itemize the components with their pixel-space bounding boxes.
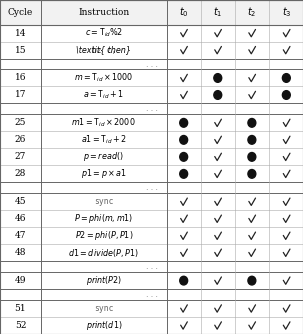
Text: $c = \mathtt{T}_{id}\%2$: $c = \mathtt{T}_{id}\%2$	[85, 27, 123, 39]
Text: $t_2$: $t_2$	[247, 5, 257, 19]
Text: 25: 25	[15, 118, 26, 127]
Text: 45: 45	[15, 197, 26, 206]
Bar	[0, 25, 303, 59]
Circle shape	[214, 73, 222, 82]
Text: $P = phi(m, m1)$: $P = phi(m, m1)$	[74, 212, 133, 225]
Text: Cycle: Cycle	[8, 8, 33, 17]
Text: 47: 47	[15, 231, 26, 240]
Text: 27: 27	[15, 152, 26, 161]
Circle shape	[180, 119, 188, 127]
Text: sync: sync	[94, 304, 114, 313]
Text: $print(P2)$: $print(P2)$	[86, 274, 122, 287]
Text: $d1 = divide(P, P1)$: $d1 = divide(P, P1)$	[68, 247, 139, 259]
Circle shape	[248, 276, 256, 285]
Text: . . .: . . .	[145, 262, 158, 271]
Text: $p1 = p \times a1$: $p1 = p \times a1$	[81, 167, 127, 180]
Text: $t_1$: $t_1$	[213, 5, 222, 19]
Text: $t_0$: $t_0$	[179, 5, 188, 19]
Text: . . .: . . .	[145, 59, 158, 68]
Bar	[0, 300, 303, 334]
Text: $a = \mathtt{T}_{id} + 1$: $a = \mathtt{T}_{id} + 1$	[83, 89, 124, 101]
Circle shape	[282, 91, 290, 99]
Text: 28: 28	[15, 169, 26, 178]
Bar	[0, 193, 303, 261]
Text: $a1 = \mathtt{T}_{id} + 2$: $a1 = \mathtt{T}_{id} + 2$	[81, 134, 127, 146]
Text: 15: 15	[15, 46, 26, 55]
Text: $m1 = \mathtt{T}_{id} \times 2000$: $m1 = \mathtt{T}_{id} \times 2000$	[72, 117, 136, 129]
Text: \textit{ then}: \textit{ then}	[76, 46, 131, 55]
Circle shape	[180, 170, 188, 178]
Text: 49: 49	[15, 276, 26, 285]
Text: 26: 26	[15, 135, 26, 144]
Text: 52: 52	[15, 321, 26, 330]
Text: 51: 51	[15, 304, 26, 313]
Circle shape	[282, 73, 290, 82]
Circle shape	[180, 153, 188, 161]
Text: bz c,: bz c,	[92, 46, 116, 55]
Text: 16: 16	[15, 73, 26, 82]
Circle shape	[180, 276, 188, 285]
Text: $m = \mathtt{T}_{id} \times 1000$: $m = \mathtt{T}_{id} \times 1000$	[74, 72, 134, 84]
Circle shape	[248, 153, 256, 161]
Bar	[0, 272, 303, 289]
Text: $t_3$: $t_3$	[281, 5, 291, 19]
Text: 17: 17	[15, 91, 26, 100]
Text: $P2 = phi(P, P1)$: $P2 = phi(P, P1)$	[75, 229, 133, 242]
Text: Instruction: Instruction	[78, 8, 129, 17]
Bar	[0, 114, 303, 182]
Circle shape	[180, 136, 188, 144]
Text: 46: 46	[15, 214, 26, 223]
Circle shape	[214, 91, 222, 99]
Text: 14: 14	[15, 29, 26, 38]
Circle shape	[248, 170, 256, 178]
Text: $print(d1)$: $print(d1)$	[85, 319, 122, 332]
Bar	[0, 69, 303, 104]
Circle shape	[248, 136, 256, 144]
Text: . . .: . . .	[145, 105, 158, 114]
Circle shape	[248, 119, 256, 127]
Text: $p = read()$: $p = read()$	[83, 150, 124, 163]
Text: sync: sync	[94, 197, 114, 206]
Text: 48: 48	[15, 248, 26, 257]
Text: . . .: . . .	[145, 290, 158, 299]
Text: . . .: . . .	[145, 183, 158, 192]
Bar	[0, 0, 303, 25]
